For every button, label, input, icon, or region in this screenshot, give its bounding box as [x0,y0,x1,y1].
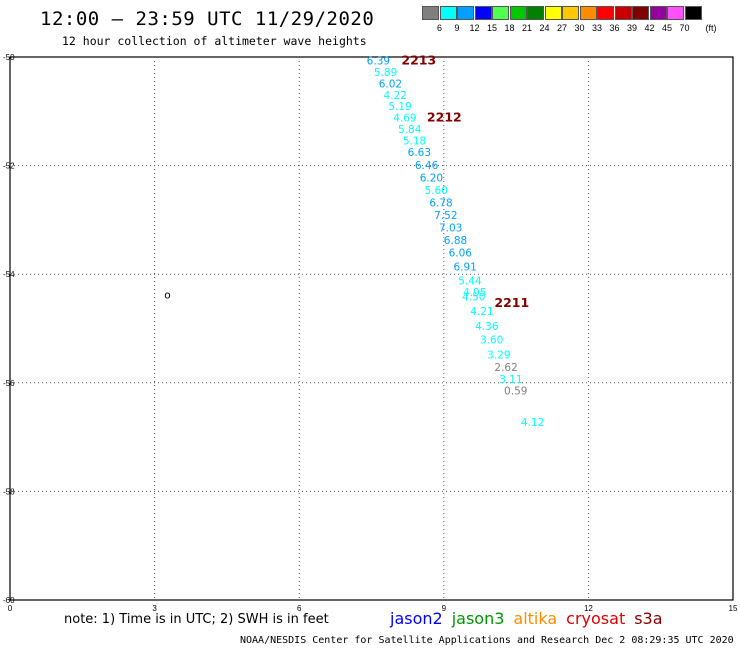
wave-height-reading: 6.46 [415,160,439,172]
legend-label: 6 [436,23,443,33]
wave-height-reading: 2.62 [494,362,517,374]
legend-unit: (ft) [705,23,717,33]
legend-swatch [492,6,509,20]
island-outline: o [164,290,170,302]
credit-line: NOAA/NESDIS Center for Satellite Applica… [240,635,734,646]
legend-swatch [457,6,474,20]
y-tick-label: -56 [3,379,15,388]
legend-swatch [632,6,649,20]
page-subtitle: 12 hour collection of altimeter wave hei… [62,34,367,48]
wave-height-reading: 7.03 [439,222,462,234]
wave-height-reading: 7.52 [434,210,457,222]
legend-swatch [597,6,614,20]
pass-time-label: 2213 [401,53,436,68]
legend-swatch [667,6,684,20]
legend-label: 24 [539,23,550,33]
wave-height-reading: 0.59 [504,386,527,398]
legend-swatch [649,6,667,20]
wave-height-reading: 6.02 [379,78,402,90]
map-grid: o [9,56,734,601]
legend-swatch [579,6,597,20]
x-tick-label: 9 [442,604,447,613]
footer-note: note: 1) Time is in UTC; 2) SWH is in fe… [64,612,329,627]
wave-height-reading: 5.44 [458,276,482,288]
legend-label: 70 [679,23,690,33]
observations-layer: 6.395.896.024.225.194.695.845.186.636.46… [367,56,545,430]
legend-swatch [527,6,544,20]
legend-label: 27 [556,23,568,33]
wave-height-reading: 6.88 [444,235,467,247]
y-tick-label: -60 [3,596,15,605]
legend-label: 12 [469,23,480,33]
wave-height-reading: 6.20 [420,172,443,184]
x-tick-label: 15 [729,604,738,613]
wave-height-reading: 3.29 [487,349,510,361]
satellite-name: cryosat [566,609,626,628]
legend-swatch [509,6,527,20]
satellite-name: jason2 [390,609,443,628]
pass-labels-layer: 2213 2212 2211 [401,53,529,310]
legend-label: 9 [454,23,460,33]
wave-height-reading: 3.60 [480,335,503,347]
legend-label: 18 [504,23,515,33]
wave-height-reading: 5.18 [403,135,426,147]
x-tick-label: 0 [8,604,13,613]
legend-label: 42 [644,23,655,33]
y-tick-label: -50 [3,53,15,62]
wave-height-reading: 4.95 [463,287,486,299]
x-tick-label: 3 [152,604,157,613]
pass-time-label: 2212 [427,110,462,125]
legend-label: 33 [591,23,603,33]
pass-time-label: 2211 [494,295,529,310]
legend-label: 36 [609,23,620,33]
legend-label: 21 [521,23,533,33]
satellite-key: jason2 jason3 altika cryosat s3a [390,609,672,628]
legend-swatch [684,6,702,20]
legend-swatch [439,6,457,20]
legend-label: 15 [486,23,498,33]
legend-label: 30 [574,23,585,33]
x-tick-label: 6 [297,604,302,613]
wave-height-reading: 4.22 [384,90,407,102]
satellite-name: jason3 [451,609,505,628]
wave-height-reading: 4.69 [393,113,416,125]
wave-height-reading: 5.19 [388,101,411,113]
axis-ticks: 0 3 6 9 12 15 -50 -52 -54 -56 -58 -60 [3,53,738,613]
legend-swatch [614,6,632,20]
x-tick-label: 12 [584,604,593,613]
wave-height-reading: 5.60 [425,185,448,197]
wave-height-reading: 5.84 [398,124,422,136]
wave-height-reading: 6.63 [408,147,431,159]
y-tick-label: -58 [3,487,15,496]
satellite-name: altika [513,609,558,628]
satellite-name: s3a [634,609,663,628]
wave-height-reading: 6.06 [449,247,473,259]
y-tick-label: -52 [3,162,15,171]
wave-height-reading: 4.36 [475,321,499,333]
map-frame [9,56,734,601]
wave-height-reading: 5.89 [374,67,397,79]
y-tick-label: -54 [3,270,15,279]
legend-label: 45 [661,23,673,33]
wave-height-reading: 4.21 [470,306,493,318]
legend-label: 39 [626,23,638,33]
page-title: 12:00 – 23:59 UTC 11/29/2020 [40,8,375,30]
wave-height-reading: 3.11 [499,374,522,386]
wave-height-reading: 6.91 [453,261,476,273]
wave-height-reading: 6.78 [429,197,452,209]
wave-height-reading: 4.12 [521,417,544,429]
legend-swatch [562,6,579,20]
legend-swatch [422,6,439,20]
legend-swatch [544,6,562,20]
wave-height-reading: 4.50 [462,291,485,303]
legend-swatch [474,6,492,20]
wave-height-reading: 6.39 [367,56,390,68]
